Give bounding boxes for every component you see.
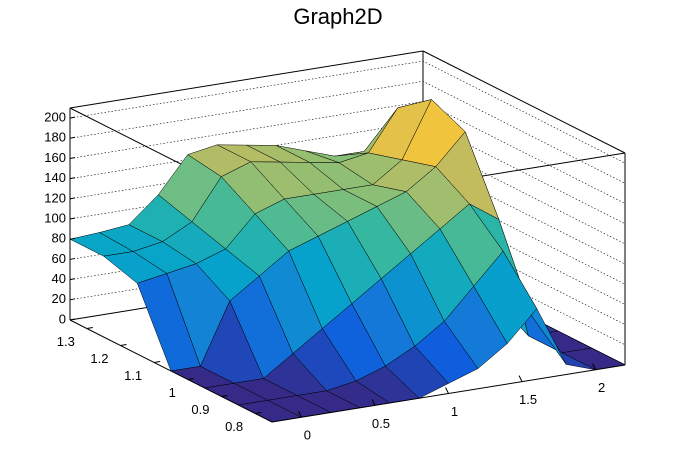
z-tick-label: 0 — [59, 311, 66, 326]
box-edge — [69, 50, 424, 109]
z-tick — [69, 298, 76, 301]
box-edge — [422, 50, 626, 154]
z-tick-label: 160 — [44, 150, 66, 165]
y-tick — [154, 361, 161, 363]
y-tick-label: 1 — [169, 385, 176, 400]
z-tick — [69, 257, 76, 260]
y-tick — [86, 327, 93, 329]
z-tick-label: 100 — [44, 210, 66, 225]
z-tick — [69, 278, 76, 281]
z-tick — [69, 177, 76, 180]
y-axis — [69, 319, 273, 423]
z-tick-label: 40 — [52, 271, 66, 286]
z-tick-label: 140 — [44, 170, 66, 185]
z-tick — [69, 116, 76, 119]
z-tick-label: 180 — [44, 130, 66, 145]
x-tick — [518, 375, 523, 382]
x-tick — [592, 363, 597, 370]
z-tick-label: 200 — [44, 110, 66, 125]
y-tick — [221, 395, 228, 397]
x-tick-label: 1 — [451, 404, 458, 419]
z-tick — [69, 237, 76, 240]
x-tick-label: 2 — [598, 380, 605, 395]
y-tick — [120, 344, 127, 346]
x-tick — [371, 399, 376, 406]
y-tick-label: 1.3 — [57, 334, 75, 349]
z-tick — [69, 217, 76, 220]
y-tick — [255, 412, 262, 414]
z-tick — [69, 156, 76, 159]
x-tick-label: 0 — [304, 428, 311, 443]
chart-title: Graph2D — [293, 4, 382, 29]
y-tick-label: 1.1 — [124, 368, 142, 383]
x-tick-label: 0.5 — [372, 416, 390, 431]
y-tick-label: 1.2 — [90, 351, 108, 366]
z-tick-label: 80 — [52, 231, 66, 246]
grid-line — [69, 60, 626, 164]
x-tick-label: 1.5 — [519, 392, 537, 407]
z-tick — [69, 318, 76, 321]
z-tick-label: 60 — [52, 251, 66, 266]
grid-line — [69, 80, 626, 184]
x-tick — [297, 411, 302, 418]
z-tick-label: 120 — [44, 190, 66, 205]
x-tick — [445, 387, 449, 394]
z-tick — [69, 136, 76, 139]
y-tick — [187, 378, 194, 380]
z-tick — [69, 197, 76, 200]
z-tick-label: 20 — [52, 291, 66, 306]
y-tick-label: 0.8 — [225, 419, 243, 434]
y-tick-label: 0.9 — [191, 402, 209, 417]
